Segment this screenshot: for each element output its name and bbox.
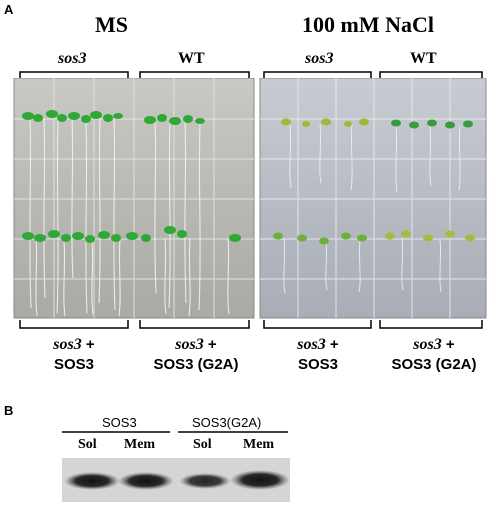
bottom-label-1-genotype: sos3 xyxy=(53,336,82,353)
band-g2a-mem xyxy=(230,470,290,490)
bracket-bottom-3 xyxy=(263,320,372,329)
bracket-wt-nacl xyxy=(379,71,483,80)
condition-nacl-label: 100 mM NaCl xyxy=(302,12,434,37)
band-g2a-sol xyxy=(179,473,231,489)
panel-b-letter: B xyxy=(4,403,14,418)
bottom-label-4: sos3 + SOS3 (G2A) xyxy=(380,335,488,375)
bottom-label-2: sos3 + SOS3 (G2A) xyxy=(140,335,252,375)
blot-group-lines xyxy=(62,431,288,433)
bottom-label-1: sos3 + SOS3 xyxy=(22,335,126,375)
lane-label-mem-1: Mem xyxy=(124,437,156,452)
plate-ms xyxy=(13,78,255,319)
blot-group-sos3: SOS3 xyxy=(102,415,137,430)
seedling-plates-image xyxy=(13,78,487,319)
bracket-bottom-1 xyxy=(19,320,129,329)
bracket-sos3-ms xyxy=(19,71,129,80)
band-sos3-sol xyxy=(64,472,120,490)
bracket-bottom-4 xyxy=(379,320,483,329)
western-blot-image xyxy=(62,458,290,502)
top-label-wt-nacl: WT xyxy=(410,50,437,67)
bracket-bottom-2 xyxy=(139,320,250,329)
bottom-label-4-genotype: sos3 xyxy=(413,336,442,353)
top-label-sos3-ms: sos3 xyxy=(58,50,87,67)
bottom-brackets xyxy=(19,320,483,329)
plate-nacl xyxy=(259,78,487,319)
plus-sign: + xyxy=(329,336,339,353)
plus-sign: + xyxy=(207,336,217,353)
panel-a-letter: A xyxy=(4,2,14,17)
bottom-label-3-construct: SOS3 xyxy=(297,356,339,373)
bracket-sos3-nacl xyxy=(263,71,372,80)
bottom-label-4-construct: SOS3 (G2A) xyxy=(391,356,477,373)
lane-label-sol-1: Sol xyxy=(78,437,97,452)
blot-group-sos3-g2a: SOS3(G2A) xyxy=(192,415,262,430)
plus-sign: + xyxy=(85,336,95,353)
bottom-label-3: sos3 + SOS3 xyxy=(266,335,370,375)
top-label-wt-ms: WT xyxy=(178,50,205,67)
bracket-wt-ms xyxy=(139,71,250,80)
top-brackets xyxy=(19,71,483,80)
plus-sign: + xyxy=(445,336,455,353)
lane-label-mem-2: Mem xyxy=(243,437,275,452)
bottom-label-3-genotype: sos3 xyxy=(297,336,326,353)
condition-ms-label: MS xyxy=(95,12,128,37)
bottom-label-2-genotype: sos3 xyxy=(175,336,204,353)
top-label-sos3-nacl: sos3 xyxy=(305,50,334,67)
bottom-label-2-construct: SOS3 (G2A) xyxy=(153,356,239,373)
bottom-label-1-construct: SOS3 xyxy=(53,356,95,373)
band-sos3-mem xyxy=(118,472,174,490)
lane-label-sol-2: Sol xyxy=(193,437,212,452)
